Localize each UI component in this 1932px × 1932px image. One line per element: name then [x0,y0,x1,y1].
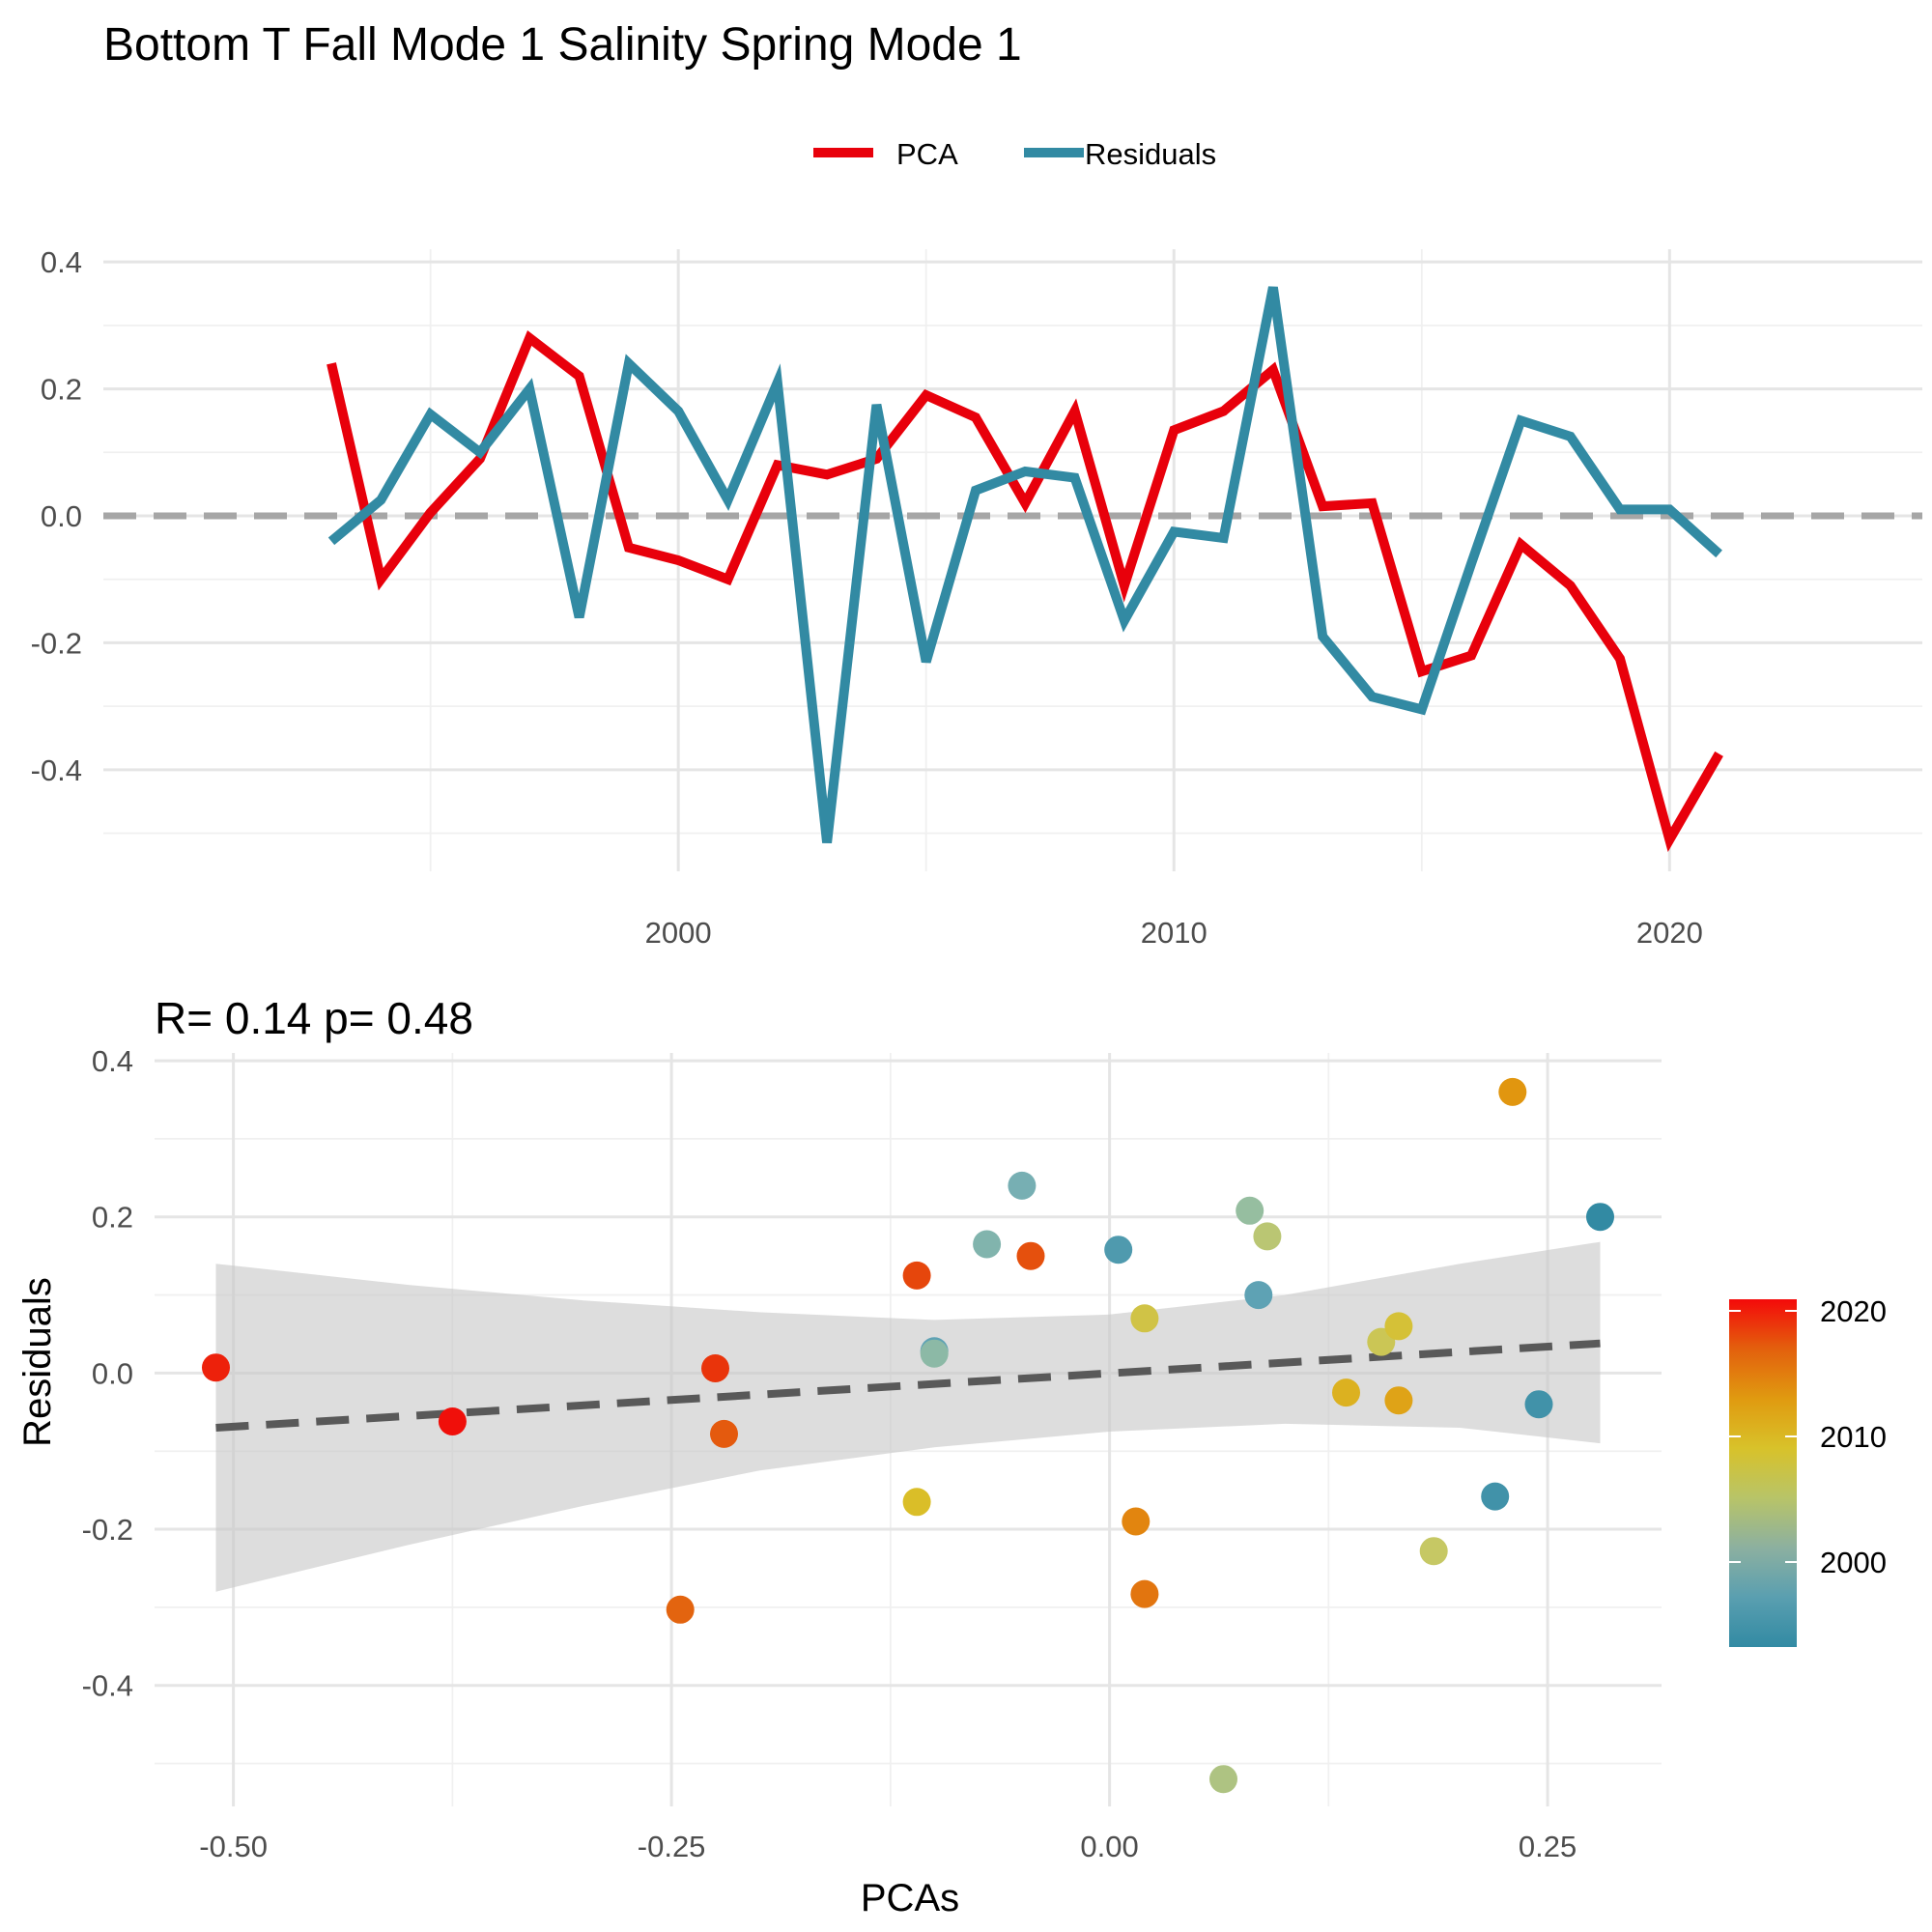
scatter-point [1008,1171,1037,1200]
x-tick-label: -0.50 [199,1830,268,1863]
x-tick-label: 2010 [1141,916,1208,950]
scatter-point [1419,1537,1448,1566]
scatter-point [1524,1390,1553,1419]
scatter-point [1498,1077,1527,1106]
x-tick-label: 2000 [645,916,712,950]
scatter-point [666,1595,695,1624]
confidence-band [215,1241,1601,1592]
scatter-point [710,1419,738,1448]
series-line-pca [327,330,1723,852]
scatter-point [1236,1196,1264,1225]
x-tick-label: 2020 [1636,916,1703,950]
y-tick-label: -0.4 [31,753,82,787]
scatter-point [438,1407,467,1435]
scatter-point [1481,1482,1510,1511]
y-tick-label: -0.4 [82,1669,133,1703]
colorbar-label-2020: 2020 [1820,1294,1887,1328]
time-series-panel: 0.4 0.2 0.0 -0.2 -0.4 2000 2010 2020 [31,245,1922,950]
correlation-subtitle: R= 0.14 p= 0.48 [155,993,473,1043]
legend-label-pca: PCA [896,137,958,171]
scatter-point [701,1354,729,1382]
colorbar-label-2010: 2010 [1820,1420,1887,1454]
scatter-point [1104,1236,1133,1264]
scatter-point [1130,1304,1159,1333]
scatter-point [1253,1222,1282,1251]
scatter-point [1122,1507,1151,1536]
y-tick-label: 0.2 [92,1201,133,1235]
scatter-point [1332,1378,1360,1407]
y-tick-label: 0.2 [41,373,82,407]
colorbar: 2020 2010 2000 [1729,1294,1887,1647]
legend: PCA Residuals [813,137,1216,171]
x-tick-label: 0.25 [1519,1830,1577,1863]
y-axis-title: Residuals [16,1277,59,1447]
y-tick-label: 0.0 [92,1356,133,1390]
scatter-point [1209,1765,1237,1794]
scatter-point [1384,1312,1413,1341]
colorbar-label-2000: 2000 [1820,1546,1887,1579]
x-tick-label: -0.25 [638,1830,706,1863]
scatter-point [902,1488,931,1517]
scatter-point [973,1230,1002,1259]
legend-label-residuals: Residuals [1085,137,1216,171]
scatter-point [202,1353,230,1382]
y-tick-label: 0.4 [41,245,82,279]
colorbar-gradient [1729,1299,1797,1647]
scatter-point [1016,1241,1045,1270]
chart-title: Bottom T Fall Mode 1 Salinity Spring Mod… [103,19,1022,71]
scatter-panel: 0.4 0.2 0.0 -0.2 -0.4 -0.50 -0.25 0.00 0.25 [82,1044,1662,1863]
y-tick-label: 0.4 [92,1044,133,1078]
scatter-point [920,1339,949,1368]
y-tick-label: 0.0 [41,499,82,533]
scatter-point [1130,1579,1159,1608]
y-tick-label: -0.2 [82,1513,133,1547]
y-tick-label: -0.2 [31,626,82,660]
series-line-residuals [327,286,1722,843]
scatter-point [1586,1203,1614,1232]
scatter-point [1384,1386,1413,1415]
scatter-point [1244,1281,1273,1310]
x-tick-label: 0.00 [1080,1830,1138,1863]
scatter-point [902,1261,931,1290]
x-axis-title: PCAs [861,1877,959,1919]
